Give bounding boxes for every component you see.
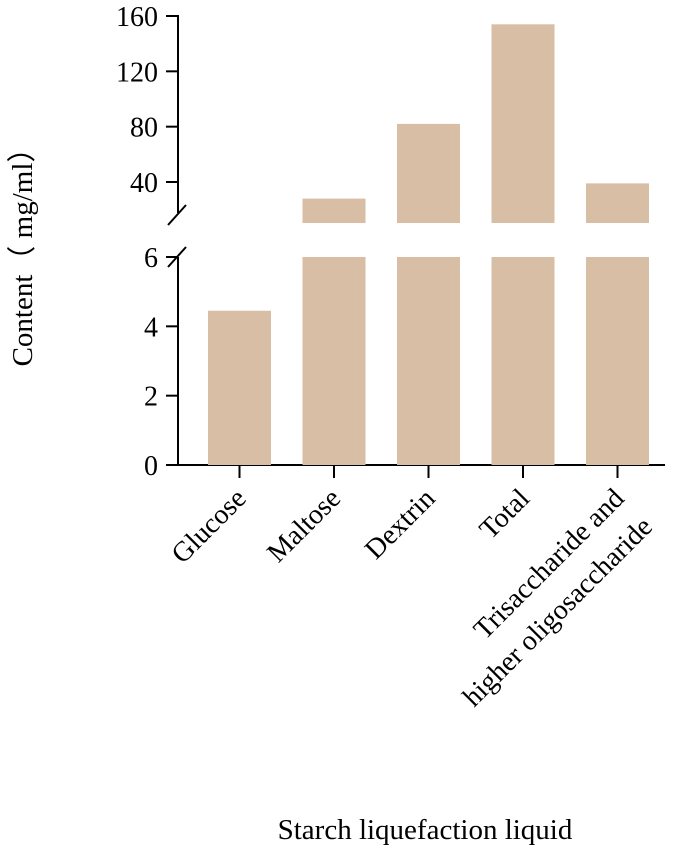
x-ticks-group: Glucose Maltose Dextrin TotalTrisaccharide …: [166, 465, 659, 713]
y-tick-label-upper-4: 160: [116, 2, 158, 33]
y-axis-title: Content（ mg/ml）: [7, 134, 39, 367]
y-tick-label-lower-3: 4: [144, 312, 158, 343]
x-tick-label-5: Trisaccharide andhigher oligosaccharide: [429, 483, 659, 713]
bar-5-lower: [586, 257, 649, 465]
y-tick-label-lower-4: 6: [144, 243, 158, 274]
bar-2-lower: [302, 257, 366, 465]
bars-group: [208, 24, 649, 465]
y-tick-label-upper-1: 40: [130, 168, 158, 199]
y-tick-label-upper-2: 80: [130, 113, 158, 144]
bar-1: [208, 310, 271, 465]
y-tick-label-upper-3: 120: [116, 57, 158, 88]
x-axis-title: Starch liquefaction liquid: [278, 814, 573, 846]
x-tick-label-2: Maltose: [261, 483, 347, 569]
y-tick-label-lower-2: 2: [144, 382, 158, 413]
bar-3-lower: [397, 257, 460, 465]
bar-4-upper: [491, 24, 555, 223]
axis-break-mark-upper: [167, 204, 187, 226]
y-tick-label-lower-1: 0: [144, 451, 158, 482]
bar-4-lower: [491, 257, 555, 465]
x-tick-label-1: Glucose: [166, 483, 253, 570]
y-ticks-group: 0 2 4 6 40 80 120 160: [116, 2, 178, 482]
bar-2-upper: [302, 198, 366, 223]
x-tick-label-3: Dextrin: [359, 483, 441, 565]
bar-5-upper: [586, 183, 649, 223]
bar-3-upper: [397, 123, 460, 223]
x-tick-label-4: Total: [474, 483, 536, 545]
